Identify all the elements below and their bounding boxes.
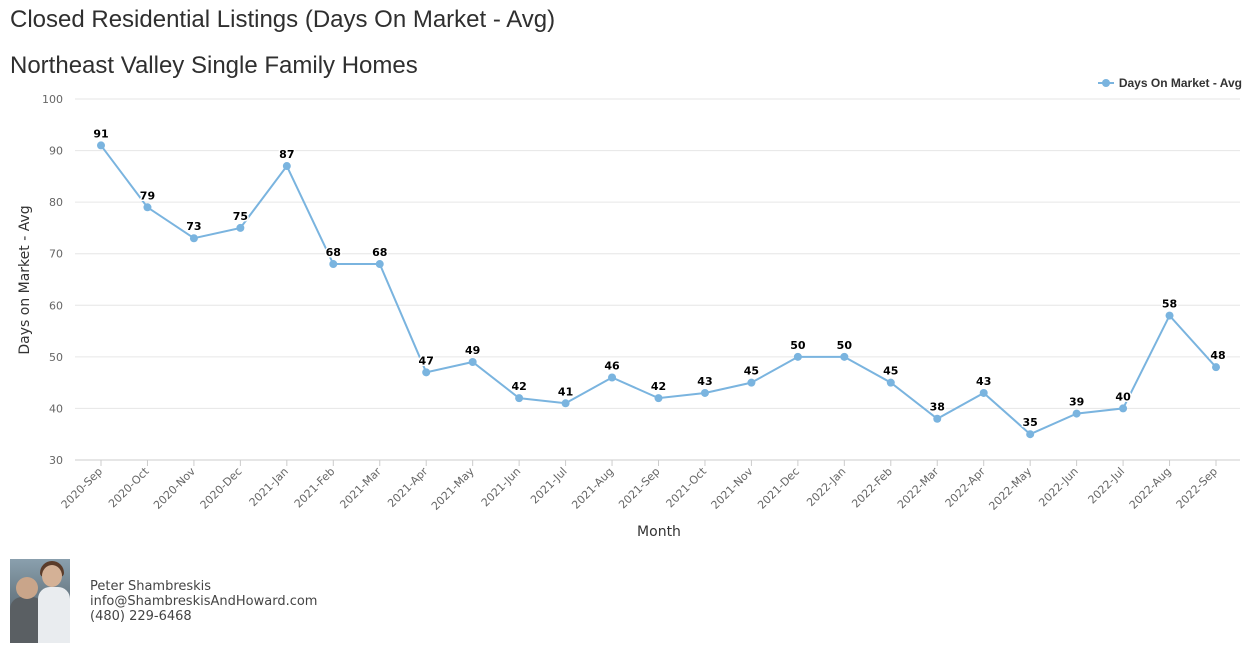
x-tick-label: 2021-Sep (616, 465, 662, 511)
x-tick-label: 2021-Jul (528, 465, 570, 507)
data-label: 50 (790, 339, 806, 352)
y-tick-label: 90 (49, 145, 63, 158)
data-label: 68 (372, 246, 387, 259)
data-point (747, 378, 756, 387)
data-point (979, 388, 988, 397)
x-tick-label: 2021-Mar (337, 465, 384, 512)
line-chart: 30 40 50 60 70 80 90 100 2020-Sep 2020-Oct 2020-No… (17, 93, 1240, 540)
y-tick-label: 30 (49, 454, 63, 467)
agent-contact: Peter Shambreskis info@ShambreskisAndHow… (90, 579, 317, 624)
y-tick-label: 70 (49, 248, 63, 261)
y-tick-label: 40 (49, 402, 63, 415)
x-tick-label: 2022-Jun (1036, 465, 1080, 509)
x-tick-label: 2020-Dec (198, 465, 245, 512)
x-tick-label: 2021-Dec (755, 465, 802, 512)
data-point (468, 358, 477, 367)
data-label: 58 (1162, 298, 1177, 311)
data-label: 40 (1115, 390, 1131, 403)
x-tick-label: 2021-Jun (479, 465, 523, 509)
data-label: 45 (883, 365, 898, 378)
agent-phone[interactable]: (480) 229-6468 (90, 609, 192, 624)
data-label: 43 (697, 375, 712, 388)
data-point (189, 234, 198, 243)
data-point (1072, 409, 1081, 418)
y-tick-label: 80 (49, 196, 63, 209)
data-label: 75 (233, 210, 248, 223)
x-tick-label: 2021-Apr (385, 465, 430, 510)
data-label: 49 (465, 344, 480, 357)
data-point (840, 352, 849, 361)
chart-title: Closed Residential Listings (Days On Mar… (10, 6, 556, 33)
data-label: 73 (186, 220, 201, 233)
x-tick-label: 2022-Jan (804, 465, 848, 509)
data-point (1026, 430, 1035, 439)
x-axis-title: Month (637, 524, 681, 540)
data-label: 41 (558, 385, 573, 398)
x-tick-label: 2022-Mar (895, 465, 942, 512)
x-tick-label: 2022-Apr (943, 465, 988, 510)
data-label: 50 (837, 339, 853, 352)
data-label: 42 (651, 380, 666, 393)
y-tick-label: 100 (42, 93, 63, 106)
agent-footer: Peter Shambreskis info@ShambreskisAndHow… (10, 559, 317, 643)
data-label: 46 (604, 359, 620, 372)
data-label: 38 (930, 401, 945, 414)
data-label: 35 (1023, 416, 1038, 429)
data-point (282, 162, 291, 171)
x-tick-label: 2022-Jul (1086, 465, 1128, 507)
data-label: 87 (279, 148, 294, 161)
data-label: 47 (419, 354, 434, 367)
data-label: 45 (744, 365, 759, 378)
data-point (97, 141, 105, 150)
x-tick-label: 2021-Nov (709, 465, 756, 512)
x-tick-label: 2021-May (429, 465, 477, 513)
data-point (886, 378, 895, 387)
data-point (700, 388, 709, 397)
x-tick-label: 2020-Nov (151, 465, 198, 512)
data-label: 43 (976, 375, 991, 388)
data-label: 39 (1069, 396, 1084, 409)
chart-subtitle: Northeast Valley Single Family Homes (10, 52, 418, 79)
data-point (422, 368, 431, 377)
data-point (1165, 311, 1174, 320)
data-point (608, 373, 617, 382)
x-tick-label: 2022-May (986, 465, 1034, 513)
x-tick-label: 2021-Feb (292, 465, 338, 511)
x-tick-label: 2020-Sep (59, 465, 105, 511)
data-point (375, 260, 384, 269)
data-point (561, 399, 570, 408)
y-tick-label: 50 (49, 351, 63, 364)
legend-label: Days On Market - Avg (1118, 76, 1242, 90)
y-tick-label: 60 (49, 299, 63, 312)
x-tick-label: 2022-Aug (1127, 465, 1174, 512)
data-point (1119, 404, 1128, 413)
data-label: 42 (511, 380, 526, 393)
x-tick-label: 2022-Feb (849, 465, 895, 511)
agent-photo (10, 559, 70, 643)
agent-name: Peter Shambreskis (90, 579, 212, 594)
data-label: 91 (93, 127, 108, 140)
chart-legend[interactable]: Days On Market - Avg (1097, 76, 1242, 90)
data-point (236, 223, 245, 232)
x-tick-label: 2021-Oct (664, 464, 710, 510)
data-label: 79 (140, 189, 155, 202)
x-tick-label: 2020-Oct (106, 464, 152, 510)
data-label: 68 (326, 246, 341, 259)
x-tick-label: 2021-Aug (569, 465, 616, 512)
data-point (143, 203, 152, 212)
data-point (793, 352, 802, 361)
x-tick-label: 2021-Jan (247, 465, 291, 509)
legend-swatch-icon (1097, 78, 1114, 88)
data-point (933, 414, 942, 423)
data-point (1212, 363, 1220, 372)
x-tick-label: 2022-Sep (1174, 465, 1220, 511)
data-label: 48 (1210, 349, 1225, 362)
y-axis-title: Days on Market - Avg (17, 205, 33, 354)
data-point (329, 260, 338, 269)
data-point (654, 394, 663, 403)
agent-email[interactable]: info@ShambreskisAndHoward.com (90, 594, 318, 609)
data-point (515, 394, 524, 403)
